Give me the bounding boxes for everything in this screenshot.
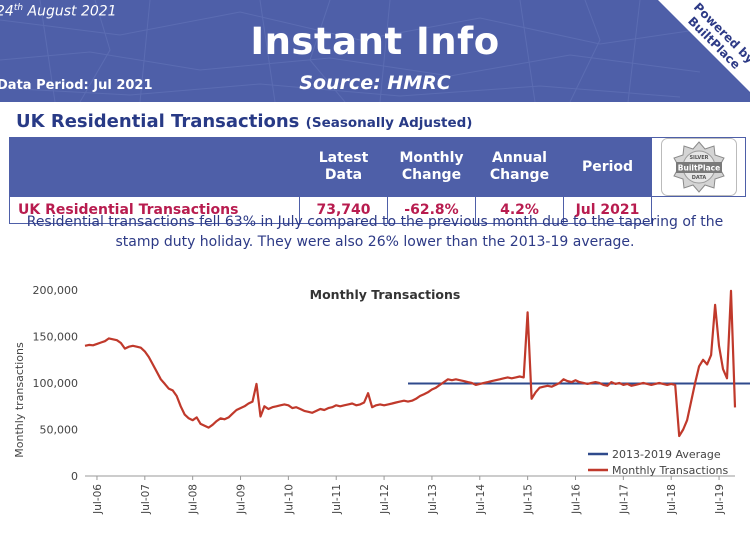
commentary-text: Residential transactions fell 63% in Jul… bbox=[26, 214, 724, 250]
x-tick-label: Jul-07 bbox=[140, 484, 152, 515]
header-monthly-change: Monthly Change bbox=[387, 137, 476, 197]
x-tick-label: Jul-09 bbox=[236, 484, 248, 515]
x-tick-label: Jul-11 bbox=[331, 484, 343, 515]
x-tick-label: Jul-13 bbox=[427, 484, 439, 515]
y-tick-label: 0 bbox=[71, 470, 78, 483]
x-tick-label: Jul-08 bbox=[188, 484, 200, 515]
x-tick-label: Jul-19 bbox=[714, 484, 726, 515]
section-title: UK Residential Transactions (Seasonally … bbox=[16, 111, 473, 132]
x-tick-label: Jul-06 bbox=[92, 484, 104, 515]
badge-cell: SILVER BuiltPlace DATA bbox=[651, 137, 746, 197]
stats-table: Latest Data Monthly Change Annual Change Pe… bbox=[9, 137, 746, 224]
chart-title: Monthly Transactions bbox=[310, 287, 461, 302]
row-label: UK Residential Transactions bbox=[9, 196, 300, 224]
x-tick-label: Jul-16 bbox=[570, 484, 582, 515]
y-tick-label: 50,000 bbox=[40, 424, 79, 437]
legend-label: Monthly Transactions bbox=[612, 464, 728, 477]
header-latest-data: Latest Data bbox=[299, 137, 388, 197]
y-tick-label: 150,000 bbox=[33, 331, 79, 344]
header-annual-change: Annual Change bbox=[475, 137, 564, 197]
x-tick-label: Jul-14 bbox=[475, 484, 487, 515]
table-header-row: Latest Data Monthly Change Annual Change Pe… bbox=[9, 137, 746, 197]
badge-bottom-text: DATA bbox=[691, 175, 706, 181]
map-texture-background bbox=[0, 0, 750, 102]
x-tick-label: Jul-18 bbox=[666, 484, 678, 515]
x-tick-label: Jul-15 bbox=[523, 484, 535, 515]
annual-change-value: 4.2% bbox=[475, 196, 564, 224]
table-row: UK Residential Transactions 73,740 -62.8… bbox=[9, 196, 746, 224]
x-tick-label: Jul-17 bbox=[618, 484, 630, 515]
powered-by-corner bbox=[658, 0, 750, 92]
header-banner: 24th August 2021 Instant Info Source: HM… bbox=[0, 0, 750, 102]
y-axis-label: Monthly transactions bbox=[13, 342, 26, 458]
badge-middle-text: BuiltPlace bbox=[677, 164, 719, 173]
page-title: Instant Info bbox=[250, 20, 500, 63]
y-tick-label: 200,000 bbox=[33, 284, 79, 297]
legend-label: 2013-2019 Average bbox=[612, 448, 721, 461]
publish-date: 24th August 2021 bbox=[0, 3, 117, 20]
data-source: Source: HMRC bbox=[299, 72, 451, 94]
x-axis: Jul-06 Jul-07 Jul-08 Jul-09 Jul-10 Jul-11 Jul-… bbox=[85, 475, 735, 515]
data-period: Data Period: Jul 2021 bbox=[0, 78, 153, 93]
y-axis: 0 50,000 100,000 150,000 200,000 bbox=[33, 284, 79, 483]
latest-value: 73,740 bbox=[299, 196, 388, 224]
x-tick-label: Jul-10 bbox=[283, 484, 295, 515]
monthly-change-value: -62.8% bbox=[387, 196, 476, 224]
chart-legend: 2013-2019 Average Monthly Transactions bbox=[588, 448, 728, 477]
monthly-transactions-chart: Monthly Transactions Monthly transaction… bbox=[13, 284, 750, 515]
period-value: Jul 2021 bbox=[563, 196, 652, 224]
header-blank-cell bbox=[9, 137, 300, 197]
series-layer bbox=[84, 289, 750, 438]
header-period: Period bbox=[563, 137, 652, 197]
x-tick-label: Jul-12 bbox=[379, 484, 391, 515]
monthly-series-line bbox=[84, 289, 737, 438]
y-tick-label: 100,000 bbox=[33, 377, 79, 390]
badge-top-text: SILVER bbox=[689, 155, 708, 161]
silver-data-badge-icon: SILVER BuiltPlace DATA bbox=[660, 138, 737, 196]
